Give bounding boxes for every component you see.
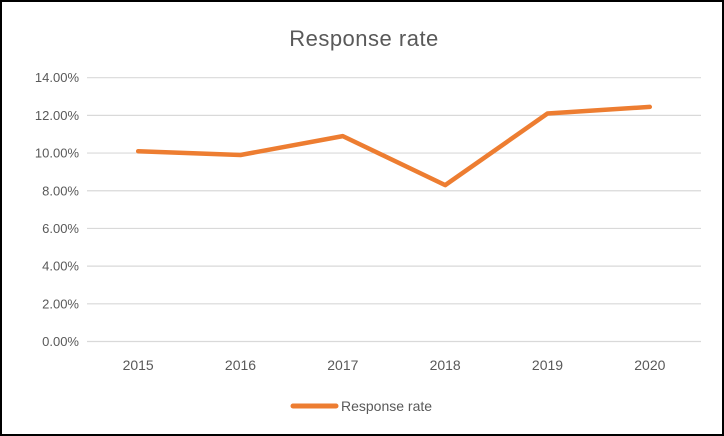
x-axis-tick-label: 2017	[327, 357, 358, 373]
legend: Response rate	[290, 398, 432, 414]
axis-labels-group: 0.00% 2.00% 4.00% 6.00% 8.00% 10.00% 12.00% 14.…	[35, 70, 666, 373]
y-axis-tick-label: 2.00%	[42, 296, 79, 311]
y-axis-tick-label: 10.00%	[35, 146, 80, 161]
legend-label: Response rate	[341, 398, 432, 414]
y-axis-tick-label: 8.00%	[42, 183, 79, 198]
x-axis-tick-label: 2015	[123, 357, 154, 373]
gridlines-group	[87, 77, 701, 343]
x-axis-tick-label: 2020	[634, 357, 665, 373]
series-group	[135, 104, 653, 188]
x-axis-tick-label: 2016	[225, 357, 256, 373]
x-axis-tick-label: 2019	[532, 357, 563, 373]
y-axis-tick-label: 6.00%	[42, 221, 79, 236]
y-axis-tick-label: 14.00%	[35, 70, 80, 85]
y-axis-tick-label: 4.00%	[42, 259, 79, 274]
y-axis-tick-label: 12.00%	[35, 108, 80, 123]
y-axis-tick-label: 0.00%	[42, 334, 79, 349]
response-rate-line	[135, 104, 653, 188]
chart-title: Response rate	[289, 26, 439, 51]
x-axis-tick-label: 2018	[430, 357, 461, 373]
